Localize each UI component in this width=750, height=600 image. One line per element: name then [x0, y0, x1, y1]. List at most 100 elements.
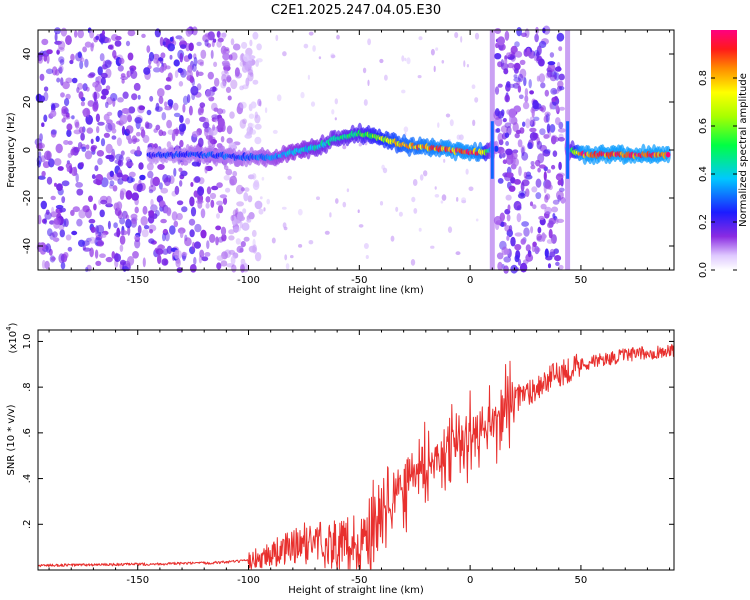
spectrogram-x-ticks: -150 -100 -50 0 50	[48, 30, 671, 286]
spectrogram-noise-blob	[60, 92, 65, 98]
spectrogram-noise-blob	[215, 236, 219, 246]
spectrogram-noise-blob	[197, 186, 205, 196]
spectrogram-noise-blob	[100, 77, 106, 86]
spectrogram-noise-blob	[150, 204, 158, 213]
spectrogram-noise-blob	[141, 229, 149, 238]
spectrogram-noise-blob	[497, 132, 504, 143]
spectrogram-noise-blob	[239, 248, 244, 253]
spectrogram-noise-blob	[522, 101, 530, 110]
spectrogram-noise-blob	[504, 122, 512, 129]
spectrogram-noise-blob	[217, 37, 224, 43]
spectrogram-noise-blob	[549, 248, 556, 258]
spectrogram-noise-blob	[80, 101, 85, 107]
spectrogram-noise-blob	[172, 102, 179, 111]
spectrogram-noise-blob	[533, 116, 540, 122]
spectrogram-noise-blob	[182, 103, 186, 113]
spectrogram-noise-blob	[113, 222, 118, 229]
spectrogram-noise-blob	[167, 43, 175, 52]
spectrogram-noise-blob	[182, 252, 188, 256]
spectrogram-noise-blob	[125, 40, 131, 47]
spectrogram-noise-blob	[145, 122, 153, 129]
spectrogram-noise-blob	[191, 26, 198, 36]
spectrogram-noise-blob	[499, 212, 505, 222]
spectrogram-noise-blob	[254, 136, 262, 145]
spectrogram-noise-blob	[303, 43, 309, 49]
spectrogram-noise-blob	[58, 253, 65, 264]
spectrogram-noise-blob	[546, 69, 553, 78]
spectrogram-noise-blob	[166, 119, 173, 129]
spectrogram-noise-blob	[379, 201, 384, 206]
spectrogram-noise-blob	[63, 115, 71, 120]
spectrogram-noise-blob	[146, 45, 151, 53]
spectrogram-noise-blob	[502, 118, 507, 123]
spectrogram-noise-blob	[244, 187, 250, 192]
spectrogram-noise-blob	[164, 101, 168, 108]
spectrogram-noise-blob	[160, 187, 169, 194]
spectrogram-noise-blob	[90, 42, 95, 48]
spectrogram-noise-blob	[84, 41, 92, 48]
spectrogram-noise-blob	[43, 114, 48, 123]
y-tick-label: .6	[22, 428, 33, 438]
spectrogram-noise-blob	[540, 203, 547, 210]
spectrogram-noise-blob	[406, 57, 411, 65]
spectrogram-noise-blob	[50, 129, 57, 138]
spectrogram-noise-blob	[66, 167, 71, 172]
spectrogram-noise-blob	[148, 185, 157, 192]
spectrogram-noise-blob	[56, 49, 60, 55]
spectrogram-noise-blob	[558, 264, 564, 270]
spectrogram-noise-blob	[117, 210, 123, 220]
y-tick-label: 40	[22, 48, 33, 61]
spectrogram-noise-blob	[37, 55, 44, 64]
spectrogram-noise-blob	[434, 194, 440, 198]
spectrogram-noise-blob	[204, 252, 211, 257]
spectrogram-noise-blob	[51, 206, 55, 215]
spectrogram-noise-blob	[137, 104, 145, 114]
spectrogram-noise-blob	[117, 159, 124, 167]
spectrogram-noise-blob	[298, 244, 303, 248]
spectrogram-noise-blob	[220, 136, 225, 143]
spectrogram-noise-blob	[404, 57, 407, 62]
y-tick-label: .2	[22, 520, 33, 530]
spectrogram-noise-blob	[534, 103, 542, 110]
spectrogram-noise-blob	[166, 245, 173, 254]
spectrogram-noise-blob	[532, 204, 537, 210]
spectrogram-noise-blob	[540, 82, 546, 89]
spectrogram-noise-blob	[179, 37, 185, 42]
y-tick-label: 20	[22, 96, 33, 109]
spectrogram-noise-blob	[206, 240, 210, 250]
spectrogram-noise-blob	[189, 264, 197, 273]
spectrogram-noise-blob	[496, 252, 504, 260]
spectrogram-noise-blob	[216, 182, 223, 189]
y-tick-label: 1.0	[22, 333, 33, 349]
spectrogram-noise-blob	[220, 81, 227, 89]
spectrogram-noise-blob	[216, 200, 224, 206]
spectrogram-noise-blob	[94, 83, 102, 92]
spectrogram-noise-blob	[196, 41, 202, 47]
spectrogram-noise-blob	[252, 31, 259, 40]
spectrogram-noise-blob	[152, 176, 160, 187]
spectrogram-noise-blob	[242, 118, 248, 125]
spectrogram-noise-blob	[92, 102, 99, 112]
spectrogram-noise-blob	[555, 218, 559, 225]
spectrogram-noise-blob	[175, 127, 179, 137]
spectrogram-noise-blob	[190, 182, 194, 187]
y-tick-label: -20	[22, 190, 33, 206]
spectrogram-noise-blob	[74, 121, 80, 129]
spectrogram-noise-blob	[154, 106, 163, 112]
spectrogram-noise-blob	[509, 83, 515, 88]
spectrogram-noise-blob	[538, 40, 547, 49]
spectrogram-noise-blob	[253, 179, 260, 188]
spectrogram-noise-blob	[233, 226, 241, 233]
spectrogram-noise-blob	[43, 54, 47, 62]
snr-series-line	[37, 344, 675, 570]
spectrogram-noise-blob	[228, 235, 235, 241]
spectrogram-noise-blob	[107, 44, 114, 50]
spectrogram-noise-blob	[530, 164, 536, 170]
spectrogram-noise-blob	[557, 128, 566, 133]
spectrogram-noise-blob	[403, 126, 409, 133]
spectrogram-noise-blob	[536, 140, 542, 150]
spectrogram-noise-blob	[443, 158, 446, 163]
spectrogram-noise-blob	[212, 124, 216, 131]
spectrogram-noise-blob	[198, 106, 204, 116]
spectrogram-noise-blob	[219, 194, 228, 199]
